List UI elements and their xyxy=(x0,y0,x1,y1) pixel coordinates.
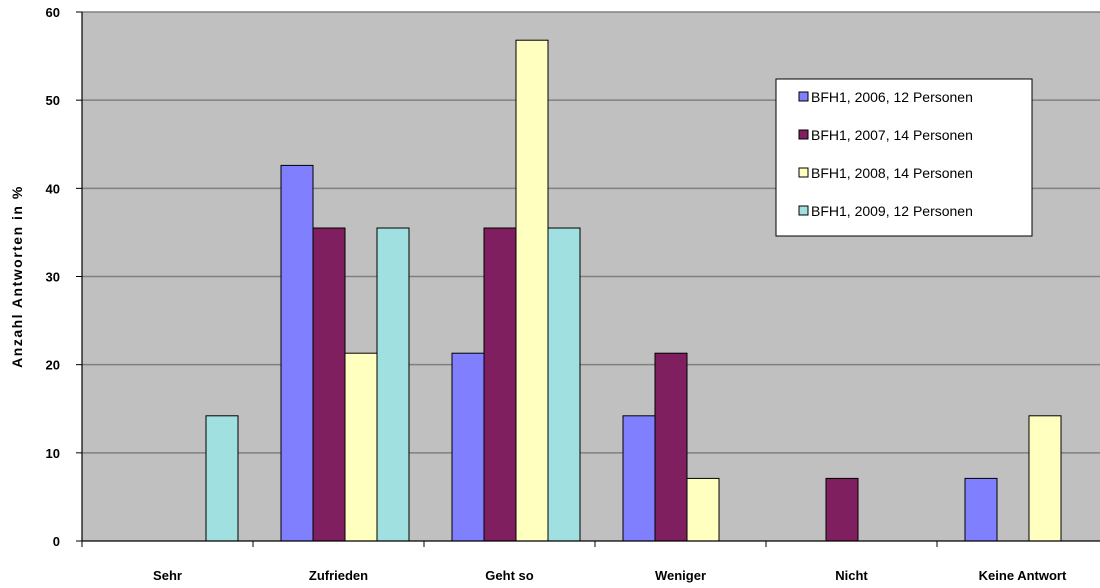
bar-zufrieden-series-2 xyxy=(312,227,346,542)
legend-swatch xyxy=(798,167,809,178)
bar-weniger-series-2 xyxy=(654,352,688,542)
bar-keine-antwort-series-3 xyxy=(1028,415,1062,542)
bar-geht-so-series-4 xyxy=(547,227,581,542)
x-category-label: Sehr xyxy=(153,568,182,583)
y-tick-label: 50 xyxy=(46,93,60,108)
y-tick-label: 10 xyxy=(46,446,60,461)
bar-weniger-series-1 xyxy=(622,415,656,542)
bar-weniger-series-3 xyxy=(686,477,720,542)
y-axis-label: Anzahl Antworten in % xyxy=(9,185,25,368)
legend-label: BFH1, 2007, 14 Personen xyxy=(811,127,973,143)
bar-geht-so-series-2 xyxy=(483,227,517,542)
bar-geht-so-series-1 xyxy=(451,352,485,542)
bar-zufrieden-series-1 xyxy=(280,164,314,542)
legend: BFH1, 2006, 12 Personen BFH1, 2007, 14 Pe… xyxy=(775,78,1033,237)
bars xyxy=(205,39,1062,542)
legend-swatch xyxy=(798,91,809,102)
legend-label: BFH1, 2009, 12 Personen xyxy=(811,203,973,219)
bar-zufrieden-series-4 xyxy=(376,227,410,542)
legend-box xyxy=(775,78,1033,237)
bar-zufrieden-series-3 xyxy=(344,352,378,542)
x-category-label: Geht so xyxy=(485,568,533,583)
y-tick-label: 40 xyxy=(46,181,60,196)
x-category-label: Nicht xyxy=(835,568,868,583)
bar-keine-antwort-series-1 xyxy=(964,477,998,542)
y-tick-label: 20 xyxy=(46,358,60,373)
x-category-labels: Sehr Zufrieden Geht so Weniger Nicht Keine An… xyxy=(153,568,1067,583)
gridlines xyxy=(82,11,1100,454)
y-tick-label: 0 xyxy=(53,534,60,549)
y-tick-label: 30 xyxy=(46,270,60,285)
bar-sehr-series-4 xyxy=(205,415,239,542)
legend-label: BFH1, 2008, 14 Personen xyxy=(811,165,973,181)
bar-geht-so-series-3 xyxy=(515,39,549,542)
legend-label: BFH1, 2006, 12 Personen xyxy=(811,89,973,105)
x-category-label: Keine Antwort xyxy=(979,568,1067,583)
y-tick-labels: 0 10 20 30 40 50 60 xyxy=(46,5,82,549)
x-category-label: Weniger xyxy=(655,568,706,583)
legend-swatch xyxy=(798,129,809,140)
legend-swatch xyxy=(798,205,809,216)
y-tick-label: 60 xyxy=(46,5,60,20)
bar-nicht-series-2 xyxy=(825,477,859,542)
x-category-label: Zufrieden xyxy=(309,568,368,583)
